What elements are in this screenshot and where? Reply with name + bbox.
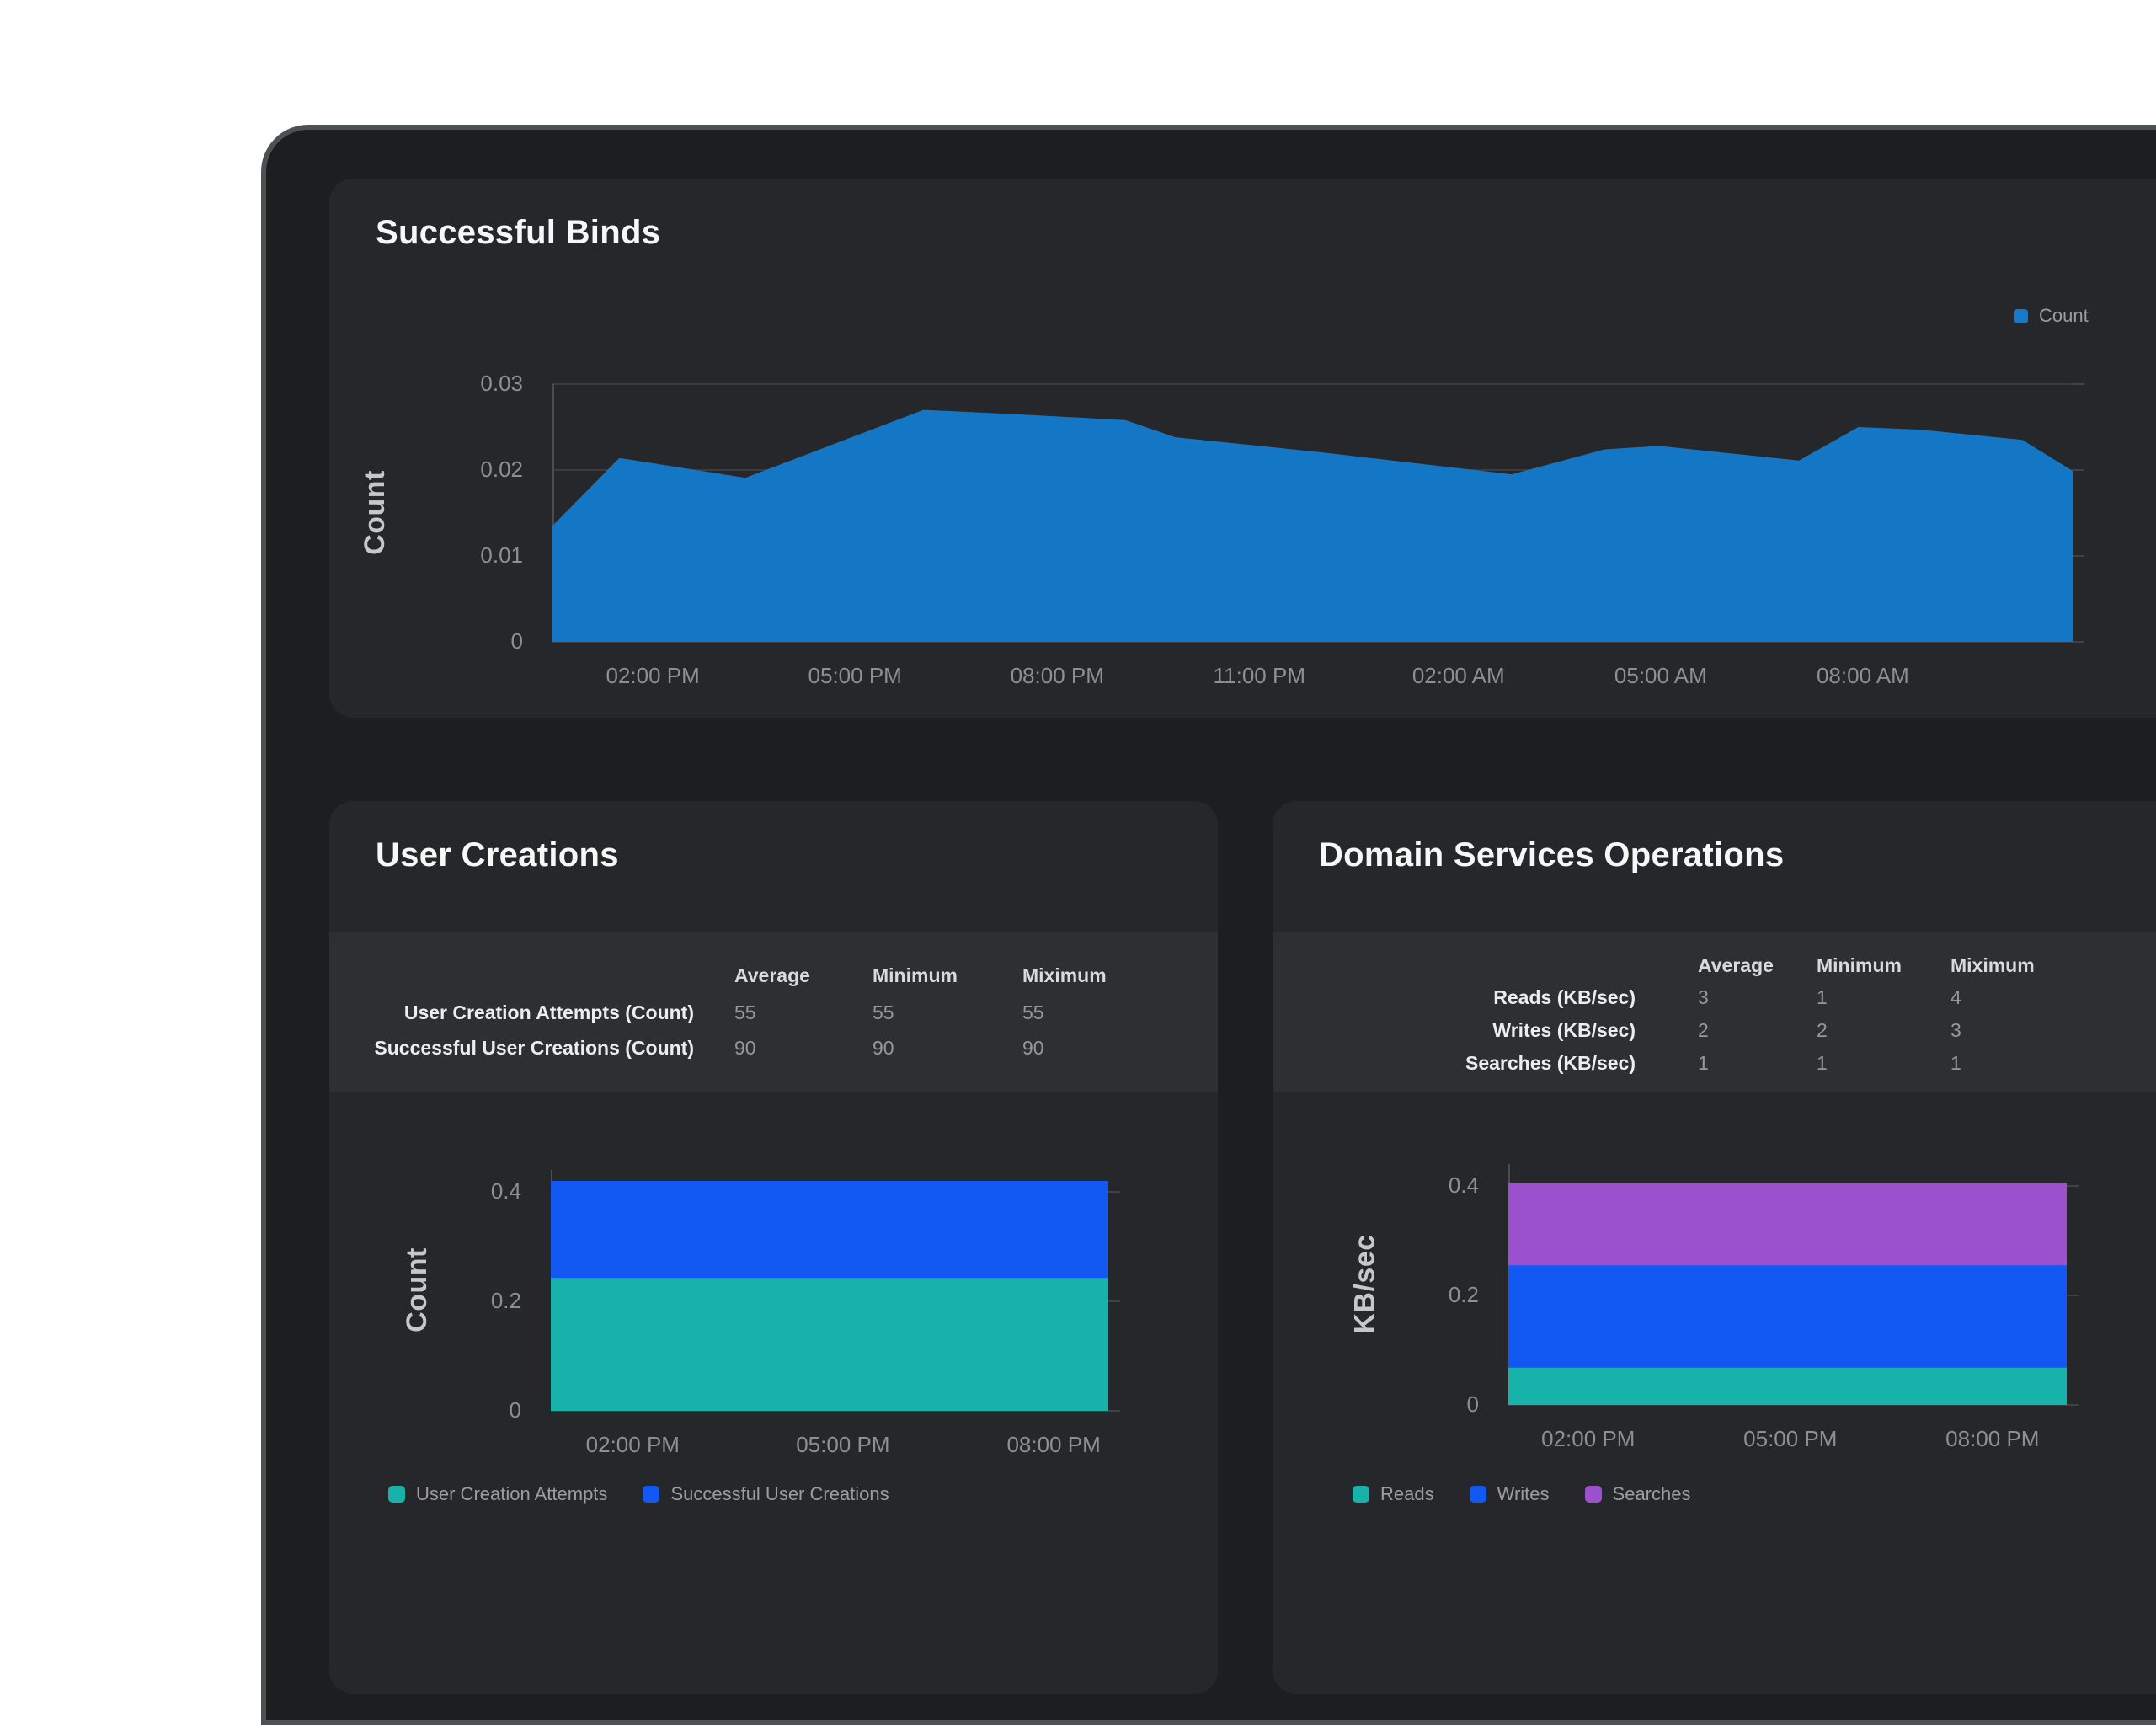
x-axis-tick-label: 02:00 PM xyxy=(606,663,700,688)
cell-value: 1 xyxy=(1817,1052,1828,1074)
x-axis-tick-label: 08:00 PM xyxy=(1006,1432,1101,1457)
cell-value: 1 xyxy=(1951,1052,1961,1074)
legend-item[interactable]: Searches xyxy=(1584,1483,1691,1505)
cell-value: 1 xyxy=(1698,1052,1709,1074)
dashboard-window: Successful Binds Count Count 0 0.01 0.02 0.… xyxy=(261,125,2156,1725)
row-label: Reads (KB/sec) xyxy=(1493,986,1636,1008)
legend-item[interactable]: Successful User Creations xyxy=(643,1483,889,1505)
y-axis-tick-label: 0.2 xyxy=(490,1288,521,1313)
x-axis-tick-label: 02:00 PM xyxy=(585,1432,680,1457)
row-label: Searches (KB/sec) xyxy=(1465,1052,1636,1074)
cell-value: 1 xyxy=(1817,986,1828,1008)
legend-label: Searches xyxy=(1612,1483,1691,1504)
cell-value: 55 xyxy=(873,1001,894,1023)
legend-swatch-icon xyxy=(1353,1486,1369,1503)
x-axis-tick-label: 05:00 PM xyxy=(1743,1426,1838,1451)
col-header-maximum: Miximum xyxy=(1951,954,2035,976)
cell-value: 3 xyxy=(1698,986,1709,1008)
x-axis-tick-label: 08:00 PM xyxy=(1945,1426,2040,1451)
cell-value: 90 xyxy=(873,1037,894,1059)
binds-plot-area xyxy=(552,383,2084,643)
y-axis-tick-label: 0.4 xyxy=(490,1178,521,1204)
cell-value: 2 xyxy=(1698,1019,1709,1041)
legend-item[interactable]: Count xyxy=(2014,305,2089,327)
y-axis-title: Count xyxy=(358,469,391,555)
y-axis-tick-label: 0.03 xyxy=(480,371,523,396)
legend-label: User Creation Attempts xyxy=(416,1483,608,1504)
cell-value: 55 xyxy=(1022,1001,1044,1023)
col-header-minimum: Minimum xyxy=(1817,954,1902,976)
row-label: Writes (KB/sec) xyxy=(1492,1019,1636,1041)
series-area-count xyxy=(552,409,2073,642)
card-domain-services-operations: Domain Services Operations Average Minim… xyxy=(1273,801,2156,1694)
x-axis-tick-label: 05:00 AM xyxy=(1614,663,1707,688)
legend-label: Reads xyxy=(1380,1483,1434,1504)
x-axis-tick-label: 05:00 PM xyxy=(796,1432,890,1457)
legend-label: Successful User Creations xyxy=(670,1483,889,1504)
y-axis-tick-label: 0.01 xyxy=(480,542,523,568)
col-header-minimum: Minimum xyxy=(873,964,958,986)
x-axis-tick-label: 08:00 PM xyxy=(1010,663,1104,688)
legend-label: Count xyxy=(2039,305,2089,326)
x-axis-tick-label: 02:00 PM xyxy=(1541,1426,1636,1451)
cell-value: 55 xyxy=(734,1001,756,1023)
card-title-successful-binds: Successful Binds xyxy=(376,214,661,251)
legend-item[interactable]: Reads xyxy=(1353,1483,1434,1505)
series-area-reads xyxy=(1508,1367,2067,1405)
legend-domain-ops: Reads Writes Searches xyxy=(1353,1481,1726,1508)
row-label: Successful User Creations (Count) xyxy=(374,1037,694,1059)
row-label: User Creation Attempts (Count) xyxy=(403,1001,694,1023)
card-title-domain-services-operations: Domain Services Operations xyxy=(1319,836,1785,873)
x-axis-tick-label: 08:00 AM xyxy=(1816,663,1909,688)
y-axis-tick-label: 0 xyxy=(509,1397,521,1423)
x-axis-tick-label: 05:00 PM xyxy=(808,663,902,688)
cell-value: 90 xyxy=(1022,1037,1044,1059)
legend-item[interactable]: Writes xyxy=(1469,1483,1550,1505)
y-axis-tick-label: 0.2 xyxy=(1448,1282,1479,1307)
card-title-user-creations: User Creations xyxy=(376,836,619,873)
card-user-creations: User Creations Average Minimum Miximum U… xyxy=(329,801,1218,1694)
legend-swatch-icon xyxy=(1584,1486,1602,1503)
series-area-user-creation-attempts xyxy=(551,1278,1108,1411)
user-creations-stats-table: Average Minimum Miximum User Creation At… xyxy=(329,932,1218,1092)
legend-binds: Count xyxy=(2014,305,2124,327)
domain-plot-area xyxy=(1508,1164,2079,1406)
col-header-average: Average xyxy=(1698,954,1774,976)
legend-label: Writes xyxy=(1497,1483,1550,1504)
page: { "cards": { "binds": { "title": "Succes… xyxy=(261,125,2156,1725)
y-axis-tick-label: 0.02 xyxy=(480,457,523,482)
legend-swatch-icon xyxy=(2014,308,2028,323)
legend-swatch-icon xyxy=(1469,1486,1486,1503)
cell-value: 3 xyxy=(1951,1019,1961,1041)
y-axis-tick-label: 0 xyxy=(1466,1391,1479,1417)
legend-swatch-icon xyxy=(388,1486,405,1503)
domain-ops-stats-table: Average Minimum Miximum Reads (KB/sec) 3… xyxy=(1273,932,2156,1092)
cell-value: 4 xyxy=(1951,986,1961,1008)
legend-item[interactable]: User Creation Attempts xyxy=(388,1483,607,1505)
col-header-maximum: Miximum xyxy=(1022,964,1107,986)
cell-value: 90 xyxy=(734,1037,756,1059)
x-axis-tick-label: 11:00 PM xyxy=(1213,663,1305,688)
card-successful-binds: Successful Binds Count Count 0 0.01 0.02 0.… xyxy=(329,179,2156,718)
user-plot-area xyxy=(551,1170,1120,1412)
cell-value: 2 xyxy=(1817,1019,1828,1041)
col-header-average: Average xyxy=(734,964,810,986)
legend-swatch-icon xyxy=(643,1486,660,1503)
x-axis-tick-label: 02:00 AM xyxy=(1412,663,1505,688)
legend-user-creations: User Creation Attempts Successful User Cr… xyxy=(388,1481,925,1508)
y-axis-tick-label: 0.4 xyxy=(1448,1172,1479,1198)
y-axis-tick-label: 0 xyxy=(510,628,523,654)
